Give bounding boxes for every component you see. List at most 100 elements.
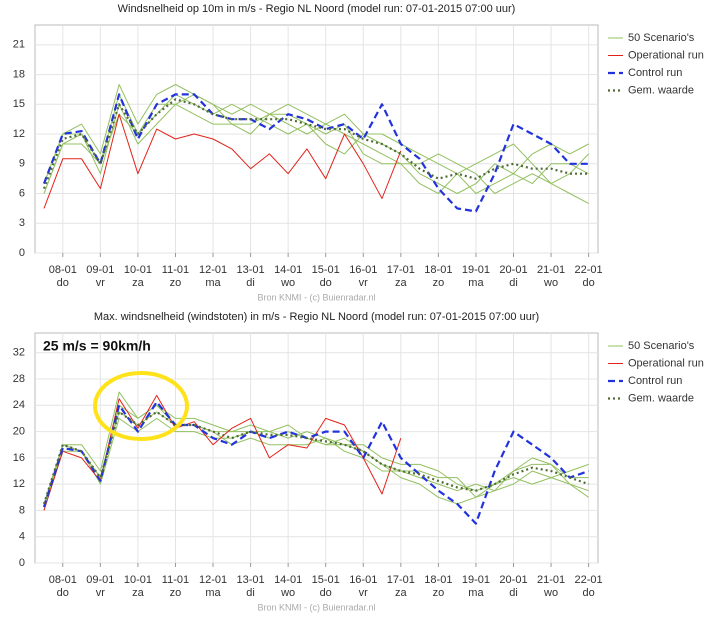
x-tick-label: 13-01 — [237, 574, 265, 586]
annotation: 25 m/s = 90km/h — [43, 338, 151, 354]
series-line — [42, 98, 589, 189]
x-tick-sublabel: di — [509, 587, 518, 599]
x-tick-sublabel: do — [582, 277, 594, 289]
x-tick-label: 10-01 — [124, 264, 152, 276]
y-tick-label: 9 — [19, 158, 25, 170]
legend-label: Gem. waarde — [628, 392, 694, 404]
x-tick-label: 17-01 — [387, 264, 415, 276]
x-tick-sublabel: do — [320, 587, 332, 599]
x-tick-label: 08-01 — [49, 264, 77, 276]
x-tick-label: 18-01 — [424, 574, 452, 586]
x-tick-sublabel: do — [582, 587, 594, 599]
x-tick-sublabel: di — [509, 277, 518, 289]
x-tick-sublabel: vr — [359, 277, 369, 289]
x-tick-label: 22-01 — [575, 574, 603, 586]
x-tick-sublabel: za — [395, 587, 408, 599]
plot-area — [34, 332, 599, 564]
x-tick-label: 10-01 — [124, 574, 152, 586]
x-tick-sublabel: do — [320, 277, 332, 289]
series-line — [43, 103, 589, 194]
x-tick-label: 20-01 — [499, 264, 527, 276]
x-tick-sublabel: wo — [280, 587, 295, 599]
x-tick-label: 21-01 — [537, 574, 565, 586]
x-tick-label: 19-01 — [462, 264, 490, 276]
x-tick-sublabel: ma — [205, 277, 221, 289]
source: Bron KNMI - (c) Buienradar.nl — [257, 292, 375, 302]
x-tick-label: 16-01 — [349, 574, 377, 586]
plot-area — [34, 24, 599, 254]
x-tick-label: 19-01 — [462, 574, 490, 586]
y-tick-label: 6 — [19, 187, 25, 199]
y-tick-label: 12 — [13, 478, 25, 490]
x-tick-label: 17-01 — [387, 574, 415, 586]
y-tick-label: 32 — [13, 347, 25, 359]
x-tick-label: 09-01 — [86, 574, 114, 586]
legend-label: 50 Scenario's — [628, 340, 695, 352]
x-tick-label: 21-01 — [537, 264, 565, 276]
y-tick-label: 21 — [13, 39, 25, 51]
x-tick-sublabel: do — [57, 587, 69, 599]
x-tick-sublabel: vr — [96, 277, 106, 289]
x-tick-label: 08-01 — [49, 574, 77, 586]
source: Bron KNMI - (c) Buienradar.nl — [257, 602, 375, 612]
x-tick-label: 15-01 — [312, 264, 340, 276]
series-line — [43, 404, 589, 505]
legend-label: Operational run — [628, 49, 704, 61]
x-tick-sublabel: za — [132, 587, 145, 599]
y-tick-label: 20 — [13, 425, 25, 437]
x-tick-label: 15-01 — [312, 574, 340, 586]
x-tick-label: 11-01 — [162, 574, 189, 586]
x-tick-label: 14-01 — [274, 264, 302, 276]
x-tick-label: 14-01 — [274, 574, 302, 586]
series-line — [43, 113, 402, 209]
x-tick-sublabel: ma — [468, 587, 484, 599]
x-tick-label: 12-01 — [199, 264, 227, 276]
x-tick-label: 16-01 — [349, 264, 377, 276]
x-tick-sublabel: za — [132, 277, 145, 289]
y-tick-label: 0 — [19, 557, 25, 569]
series-line — [42, 93, 589, 213]
y-tick-label: 24 — [13, 399, 25, 411]
series-line — [42, 410, 589, 505]
y-tick-label: 15 — [13, 98, 25, 110]
y-tick-label: 0 — [19, 247, 25, 259]
x-tick-label: 18-01 — [424, 264, 452, 276]
legend-label: 50 Scenario's — [628, 32, 695, 44]
y-tick-label: 8 — [19, 504, 25, 516]
y-tick-label: 3 — [19, 217, 25, 229]
highlight-ellipse — [93, 371, 189, 441]
series-line — [43, 93, 589, 194]
x-tick-label: 22-01 — [575, 264, 603, 276]
y-tick-label: 18 — [13, 68, 25, 80]
legend-label: Control run — [628, 375, 682, 387]
x-tick-sublabel: zo — [170, 587, 182, 599]
legend-label: Operational run — [628, 357, 704, 369]
x-tick-label: 09-01 — [86, 264, 114, 276]
chart-title: Max. windsnelheid (windstoten) in m/s - … — [94, 311, 539, 323]
y-tick-label: 16 — [13, 452, 25, 464]
y-tick-label: 28 — [13, 373, 25, 385]
x-tick-sublabel: vr — [96, 587, 106, 599]
x-tick-sublabel: di — [246, 587, 255, 599]
x-tick-sublabel: wo — [543, 277, 558, 289]
x-tick-sublabel: di — [246, 277, 255, 289]
legend-label: Control run — [628, 67, 682, 79]
x-tick-sublabel: zo — [170, 277, 182, 289]
x-tick-sublabel: zo — [433, 277, 445, 289]
x-tick-sublabel: vr — [359, 587, 369, 599]
x-tick-sublabel: za — [395, 277, 408, 289]
x-tick-sublabel: zo — [433, 587, 445, 599]
series-line — [42, 400, 589, 525]
x-tick-label: 12-01 — [199, 574, 227, 586]
legend-label: Gem. waarde — [628, 84, 694, 96]
x-tick-sublabel: wo — [280, 277, 295, 289]
x-tick-sublabel: ma — [468, 277, 484, 289]
y-tick-label: 4 — [19, 531, 25, 543]
x-tick-sublabel: do — [57, 277, 69, 289]
x-tick-label: 20-01 — [499, 574, 527, 586]
x-tick-sublabel: wo — [543, 587, 558, 599]
chart-title: Windsnelheid op 10m in m/s - Regio NL No… — [118, 3, 516, 15]
x-tick-label: 11-01 — [162, 264, 189, 276]
x-tick-sublabel: ma — [205, 587, 221, 599]
